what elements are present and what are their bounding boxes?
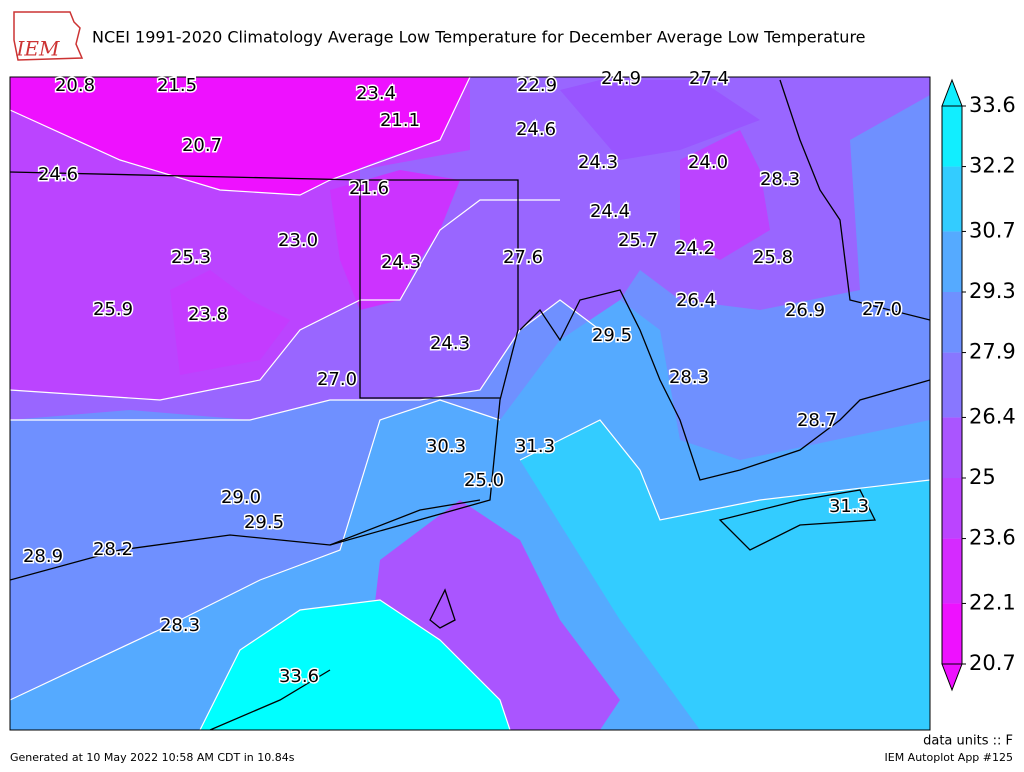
value-label: 24.4 [590, 201, 630, 222]
value-label: 23.4 [356, 83, 396, 104]
value-label: 27.4 [689, 68, 729, 89]
value-label: 24.6 [38, 164, 78, 185]
value-label: 24.0 [688, 152, 728, 173]
title: NCEI 1991-2020 Climatology Average Low T… [92, 28, 866, 47]
colorbar-tick-label: 25 [969, 465, 996, 489]
value-label: 24.2 [675, 238, 715, 259]
value-label: 25.3 [171, 247, 211, 268]
region [170, 270, 290, 375]
colorbar-tick-label: 33.6 [969, 93, 1016, 117]
contour [519, 419, 930, 521]
contour [10, 77, 471, 196]
coastline [779, 79, 930, 321]
colorbar-tick-label: 26.4 [969, 404, 1016, 428]
map-frame [9, 76, 931, 731]
colorbar-band [942, 231, 962, 292]
colorbar-extend-max [941, 78, 963, 107]
colorbar-band [942, 106, 962, 167]
value-label: 21.1 [380, 110, 420, 131]
value-label: 31.3 [515, 436, 555, 457]
colorbar-tick-label: 22.1 [969, 590, 1016, 614]
value-label: 22.9 [517, 75, 557, 96]
colorbar-tick-label: 23.6 [969, 526, 1016, 550]
colorbar-extend-min [941, 663, 963, 692]
footer-app: IEM Autoplot App #125 [885, 751, 1014, 764]
contour [10, 399, 501, 701]
coastline [209, 669, 331, 730]
value-label: 31.3 [829, 496, 869, 517]
value-label: 24.3 [381, 252, 421, 273]
colorbar-band [942, 292, 962, 353]
colorbar-tick-label: 32.2 [969, 154, 1016, 178]
value-label: 28.2 [93, 539, 133, 560]
value-label: 25.8 [753, 247, 793, 268]
value-label: 27.0 [862, 299, 902, 320]
colorbar-band [942, 478, 962, 539]
map-labels: 20.8 21.5 23.4 22.9 24.9 27.4 21.1 24.6 20.7 24.3… [21, 67, 903, 689]
colorbar-band [942, 603, 962, 664]
region [680, 130, 770, 260]
logo-outline [13, 11, 84, 61]
value-label: 24.6 [516, 119, 556, 140]
units-label: data units :: F [923, 734, 1013, 749]
contour [10, 299, 601, 421]
value-label: 29.5 [592, 325, 632, 346]
value-label: 20.7 [182, 135, 222, 156]
value-label: 24.9 [601, 68, 641, 89]
colorbar-band [942, 166, 962, 232]
region [330, 170, 460, 310]
map [10, 77, 930, 730]
contour [199, 599, 511, 730]
value-label: 23.8 [188, 304, 228, 325]
value-label: 27.0 [317, 369, 357, 390]
value-label: 25.7 [618, 230, 658, 251]
value-label: 26.4 [676, 290, 716, 311]
value-label: 24.3 [430, 333, 470, 354]
colorbar-frame [941, 105, 963, 665]
colorbar-tick-label: 20.7 [969, 651, 1016, 675]
value-label: 33.6 [279, 666, 319, 687]
value-label: 20.8 [55, 75, 95, 96]
colorbar-band [942, 538, 962, 604]
value-label: 25.9 [93, 299, 133, 320]
island [429, 588, 456, 629]
coastline [519, 289, 930, 481]
colorbar-tick-label: 27.9 [969, 340, 1016, 364]
colorbar-tick-label: 29.3 [969, 279, 1016, 303]
colorbar-tick-label: 30.7 [969, 218, 1016, 242]
value-label: 28.3 [669, 367, 709, 388]
value-label: 29.5 [244, 512, 284, 533]
borders [10, 79, 930, 730]
region [520, 420, 930, 730]
colorbar-band [942, 417, 962, 478]
value-label: 28.3 [760, 169, 800, 190]
colorbar: 20.7 22.1 23.6 25 26.4 27.9 29.3 30.7 32.2 33.6 [941, 78, 1016, 692]
value-label: 24.3 [578, 152, 618, 173]
logo-text: IEM [16, 37, 61, 61]
value-label: 28.3 [160, 615, 200, 636]
value-label: 30.3 [426, 436, 466, 457]
region [560, 80, 760, 160]
state-border [359, 180, 500, 399]
value-label: 28.9 [23, 546, 63, 567]
value-label: 25.0 [464, 470, 504, 491]
footer-generated: Generated at 10 May 2022 10:58 AM CDT in… [10, 751, 295, 764]
logo: IEM [13, 11, 84, 61]
value-label: 26.9 [785, 300, 825, 321]
value-label: 23.0 [278, 230, 318, 251]
coastline [10, 499, 481, 581]
value-label: 27.6 [503, 247, 543, 268]
value-label: 28.7 [797, 410, 837, 431]
value-label: 29.0 [221, 487, 261, 508]
region [10, 77, 470, 195]
value-label: 21.5 [157, 75, 197, 96]
colorbar-band [942, 352, 962, 418]
value-label: 21.6 [349, 178, 389, 199]
island [718, 489, 877, 551]
region [200, 600, 510, 730]
